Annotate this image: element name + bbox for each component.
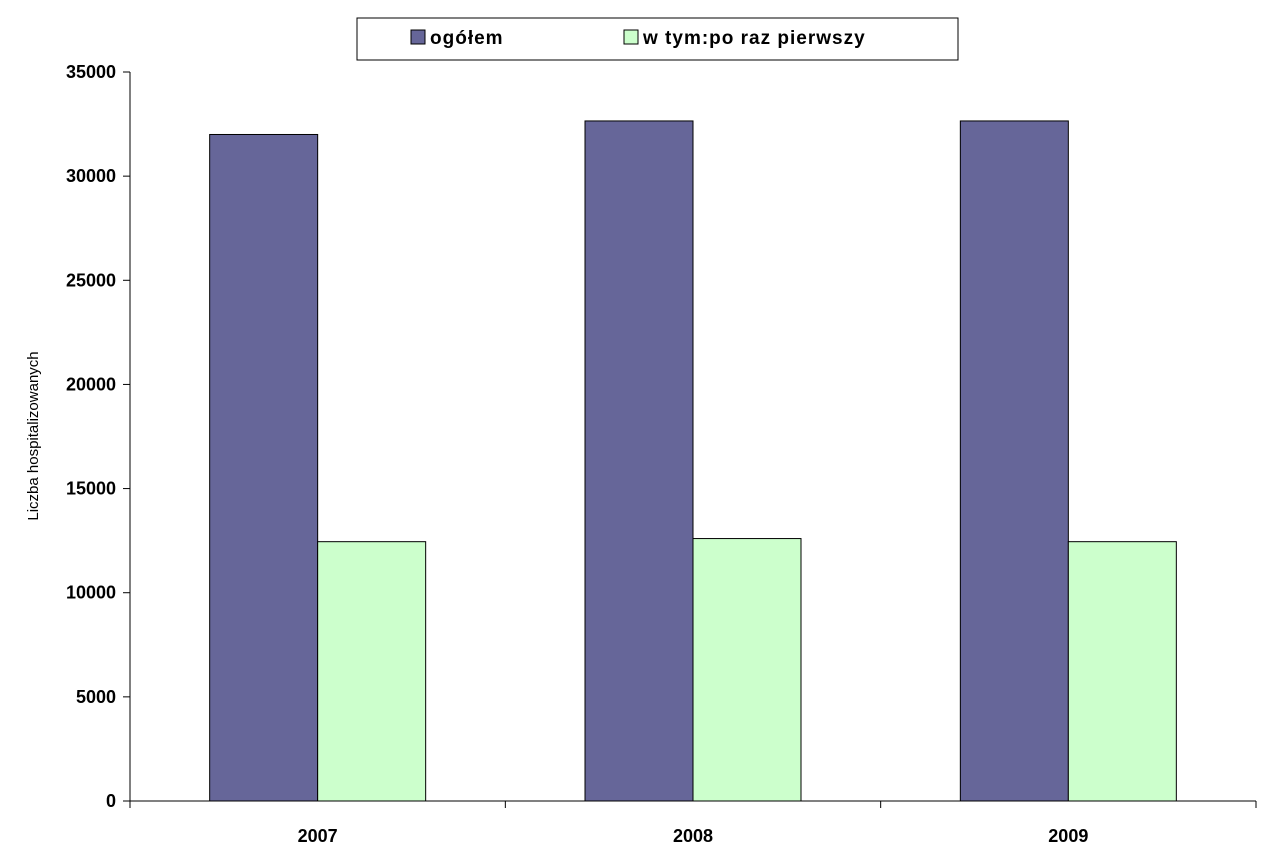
plot-area: 0 5000 10000 15000 20000 25000 30000 35000 2007 2…	[66, 62, 1257, 846]
y-tick-label: 15000	[66, 479, 116, 499]
legend-swatch-series-2	[623, 29, 639, 45]
legend-swatch-series-1	[410, 29, 426, 45]
bar-series-2-2008	[692, 538, 802, 802]
y-tick-label: 25000	[66, 270, 116, 290]
bar-series-1-2007	[209, 133, 319, 802]
legend-box	[356, 17, 959, 61]
bar-series-1-2009	[959, 120, 1069, 802]
y-tick-label: 0	[106, 791, 116, 811]
x-tick-label: 2008	[673, 826, 713, 846]
bar-series-1-2008	[584, 120, 694, 802]
y-tick-label: 5000	[76, 687, 116, 707]
legend: ogółem w tym:po raz pierwszy	[356, 17, 959, 61]
bar-series-2-2009	[1067, 541, 1177, 802]
y-tick-label: 30000	[66, 166, 116, 186]
legend-label-series-2: w tym:po raz pierwszy	[642, 28, 866, 49]
y-tick-label: 35000	[66, 62, 116, 82]
bar-series-2-2007	[317, 541, 427, 802]
x-tick-label: 2009	[1048, 826, 1088, 846]
x-tick-label: 2007	[298, 826, 338, 846]
y-axis-title: Liczba hospitalizowanych	[25, 351, 42, 520]
y-tick-label: 10000	[66, 583, 116, 603]
legend-label-series-1: ogółem	[430, 28, 504, 49]
y-tick-label: 20000	[66, 374, 116, 394]
